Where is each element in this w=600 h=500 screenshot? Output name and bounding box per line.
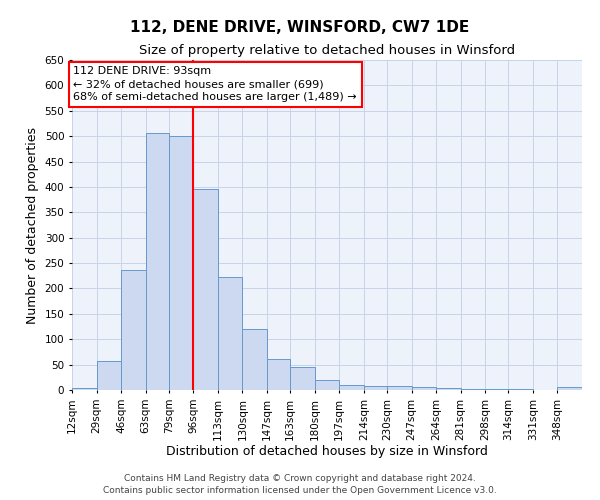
Bar: [339, 385, 364, 390]
Bar: [146, 132, 169, 390]
Bar: [436, 388, 461, 390]
Bar: [412, 388, 436, 390]
Bar: [387, 386, 412, 390]
Bar: [72, 388, 97, 390]
Bar: [267, 359, 290, 390]
Bar: [242, 329, 267, 390]
Bar: [218, 278, 242, 390]
Bar: [315, 380, 339, 390]
Title: Size of property relative to detached houses in Winsford: Size of property relative to detached ho…: [139, 44, 515, 58]
Bar: [121, 270, 146, 390]
Bar: [193, 190, 218, 390]
Bar: [169, 136, 193, 390]
Bar: [364, 386, 387, 390]
Bar: [557, 388, 582, 390]
Text: Contains HM Land Registry data © Crown copyright and database right 2024.
Contai: Contains HM Land Registry data © Crown c…: [103, 474, 497, 495]
X-axis label: Distribution of detached houses by size in Winsford: Distribution of detached houses by size …: [166, 446, 488, 458]
Bar: [97, 361, 121, 390]
Text: 112 DENE DRIVE: 93sqm
← 32% of detached houses are smaller (699)
68% of semi-det: 112 DENE DRIVE: 93sqm ← 32% of detached …: [73, 66, 357, 102]
Text: 112, DENE DRIVE, WINSFORD, CW7 1DE: 112, DENE DRIVE, WINSFORD, CW7 1DE: [130, 20, 470, 35]
Bar: [290, 366, 315, 390]
Y-axis label: Number of detached properties: Number of detached properties: [26, 126, 39, 324]
